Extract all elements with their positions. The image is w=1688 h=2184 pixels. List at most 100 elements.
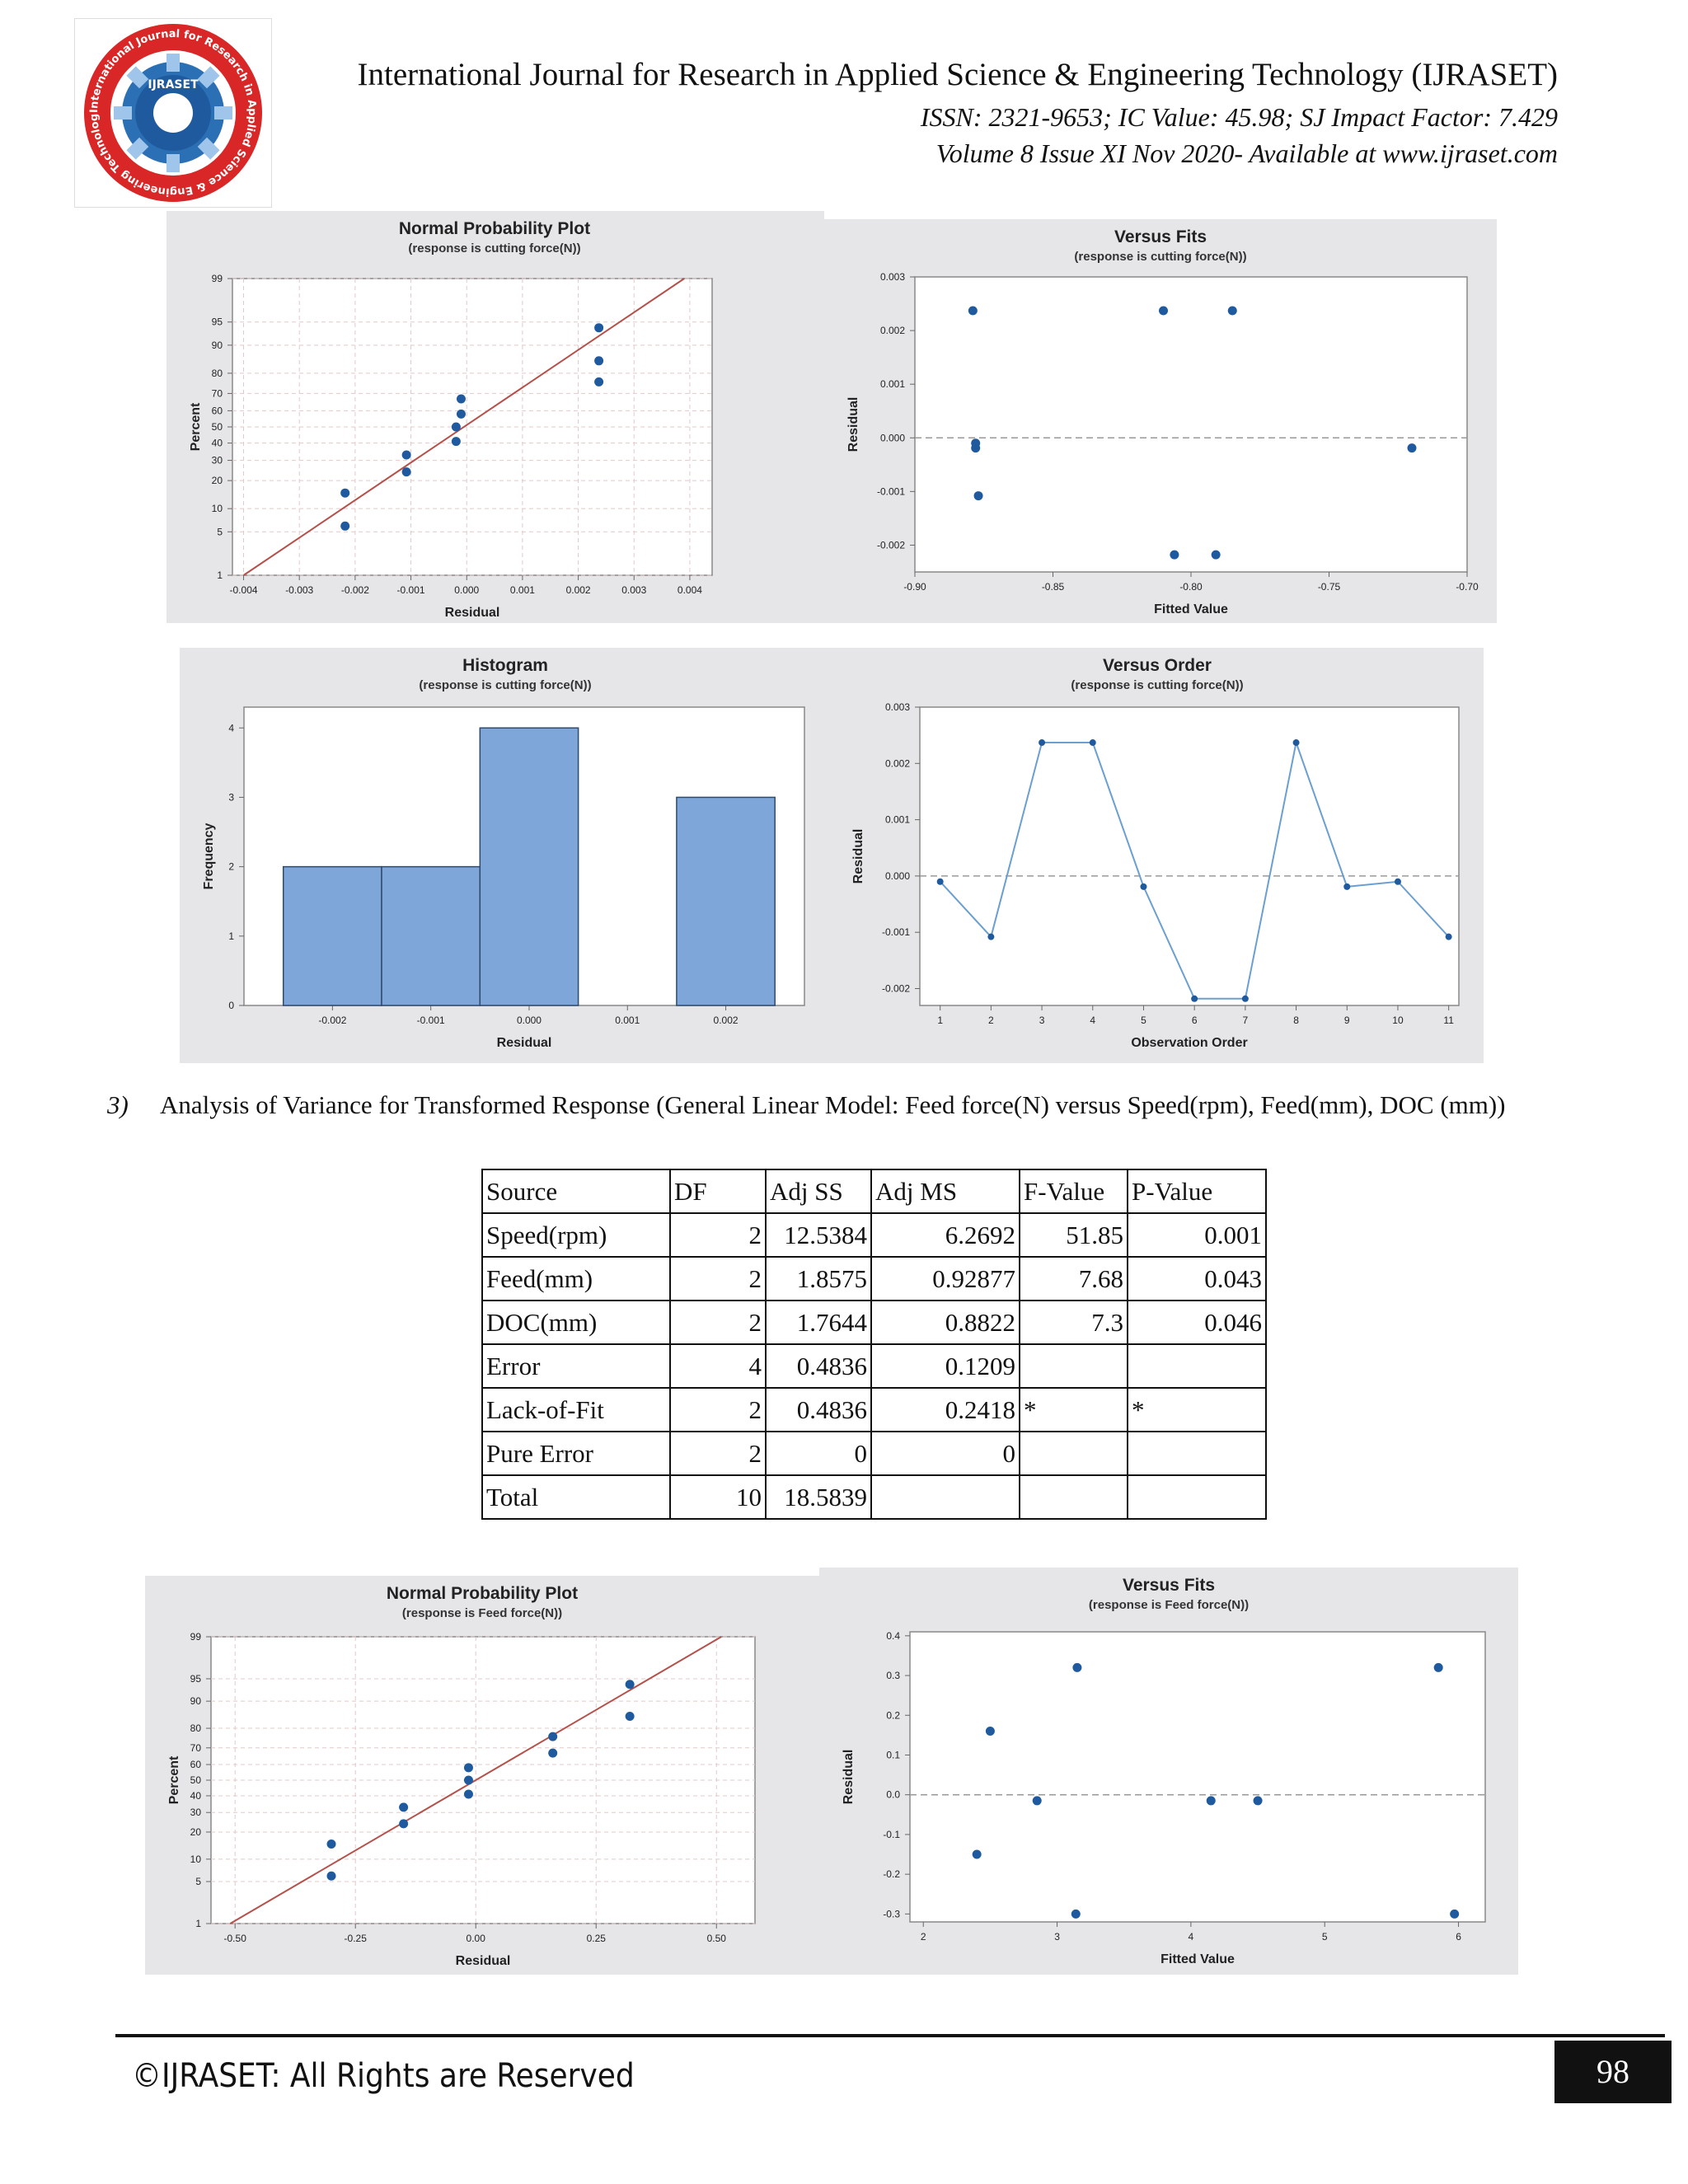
data-point xyxy=(1032,1796,1042,1806)
data-point xyxy=(1433,1662,1443,1672)
anova-cell: * xyxy=(1019,1387,1128,1432)
data-point xyxy=(625,1680,635,1690)
anova-cell: 6.2692 xyxy=(870,1212,1020,1258)
volume-line: Volume 8 Issue XI Nov 2020- Available at… xyxy=(935,138,1558,168)
data-point xyxy=(594,323,604,333)
data-point xyxy=(399,1802,409,1812)
y-tick-label: 0.2 xyxy=(886,1709,900,1721)
chart-title: Versus Fits xyxy=(1114,227,1207,246)
y-tick-label: 70 xyxy=(190,1742,202,1754)
data-point xyxy=(451,437,461,447)
x-tick-label: 0.004 xyxy=(678,584,702,596)
x-tick-label: 4 xyxy=(1189,1931,1194,1943)
data-point xyxy=(1140,883,1147,890)
chart-subtitle: (response is cutting force(N)) xyxy=(1074,250,1246,264)
x-axis-label: Fitted Value xyxy=(1154,602,1228,616)
y-tick-label: -0.001 xyxy=(877,485,905,497)
anova-cell: 12.5384 xyxy=(765,1212,872,1258)
footer-rule xyxy=(115,2034,1665,2037)
y-tick-label: 10 xyxy=(212,503,223,514)
data-point xyxy=(1407,443,1417,453)
x-tick-label: 9 xyxy=(1344,1015,1350,1026)
data-point xyxy=(548,1732,558,1741)
x-tick-label: -0.50 xyxy=(224,1933,247,1944)
x-axis-label: Residual xyxy=(497,1036,552,1050)
data-point xyxy=(972,1849,982,1859)
data-point xyxy=(463,1763,473,1773)
y-tick-label: 30 xyxy=(212,455,223,466)
y-tick-label: 60 xyxy=(212,405,223,416)
data-point xyxy=(401,450,411,460)
anova-cell: 1.7644 xyxy=(765,1300,872,1345)
data-point xyxy=(1211,550,1221,560)
y-tick-label: 90 xyxy=(212,340,223,351)
y-tick-label: 1 xyxy=(195,1918,201,1929)
histogram-bar xyxy=(282,865,382,1006)
y-tick-label: -0.2 xyxy=(883,1868,900,1880)
anova-cell: Lack-of-Fit xyxy=(481,1387,671,1432)
chart-title: Versus Fits xyxy=(1123,1576,1215,1595)
anova-cell: Error xyxy=(481,1343,671,1389)
anova-cell: 0.8822 xyxy=(870,1300,1020,1345)
y-tick-label: 3 xyxy=(228,791,234,803)
anova-cell: 0 xyxy=(870,1431,1020,1476)
data-point xyxy=(973,491,983,501)
chart-title: Histogram xyxy=(462,656,548,675)
chart-subtitle: (response is Feed force(N)) xyxy=(402,1606,562,1620)
y-tick-label: 0.003 xyxy=(880,271,905,283)
data-point xyxy=(985,1727,995,1736)
data-point xyxy=(1071,1909,1081,1919)
y-tick-label: 95 xyxy=(212,316,223,328)
y-tick-label: 0.3 xyxy=(886,1670,900,1681)
x-tick-label: 3 xyxy=(1039,1015,1045,1026)
anova-cell xyxy=(1019,1431,1128,1476)
anova-cell: 0.92877 xyxy=(870,1256,1020,1301)
y-tick-label: 0.003 xyxy=(885,701,910,713)
data-point xyxy=(548,1748,558,1758)
y-tick-label: 0.4 xyxy=(886,1630,900,1642)
data-point xyxy=(340,488,350,498)
x-tick-label: 0.00 xyxy=(467,1933,486,1944)
section-number: 3) xyxy=(107,1090,129,1119)
chart-subtitle: (response is cutting force(N)) xyxy=(408,241,580,255)
normal-probability-plot-1: Normal Probability Plot (response is cutt… xyxy=(166,211,824,623)
section-heading: 3) Analysis of Variance for Transformed R… xyxy=(107,1086,1554,1124)
data-point xyxy=(1191,995,1198,1002)
x-tick-label: 4 xyxy=(1090,1015,1095,1026)
histogram-bar xyxy=(381,865,481,1006)
x-tick-label: -0.85 xyxy=(1042,581,1065,593)
anova-cell xyxy=(1019,1474,1128,1520)
anova-row: Error 4 0.4836 0.1209 xyxy=(481,1343,1267,1389)
x-tick-label: 11 xyxy=(1443,1015,1454,1026)
y-tick-label: 40 xyxy=(190,1790,202,1802)
x-axis-label: Residual xyxy=(456,1954,511,1968)
y-tick-label: 95 xyxy=(190,1673,202,1685)
chart-subtitle: (response is cutting force(N)) xyxy=(1071,678,1243,692)
y-tick-label: 0.002 xyxy=(885,757,910,769)
x-tick-label: -0.001 xyxy=(397,584,425,596)
data-point xyxy=(987,933,995,940)
data-point xyxy=(456,409,466,419)
data-point xyxy=(1445,933,1452,940)
anova-cell: 2 xyxy=(669,1256,767,1301)
anova-cell: * xyxy=(1127,1387,1267,1432)
data-point xyxy=(1343,883,1351,890)
anova-cell xyxy=(1127,1431,1267,1476)
y-tick-label: 0.0 xyxy=(886,1789,900,1801)
y-tick-label: 5 xyxy=(217,526,223,537)
anova-cell xyxy=(1019,1343,1128,1389)
y-axis-label: Percent xyxy=(189,402,203,451)
anova-row: Pure Error 2 0 0 xyxy=(481,1431,1267,1476)
anova-cell: Feed(mm) xyxy=(481,1256,671,1301)
anova-row: Speed(rpm) 2 12.5384 6.2692 51.85 0.001 xyxy=(481,1212,1267,1258)
anova-cell: 2 xyxy=(669,1300,767,1345)
x-tick-label: 0.001 xyxy=(615,1015,640,1026)
x-tick-label: -0.25 xyxy=(345,1933,368,1944)
versus-fits-plot-1: Versus Fits (response is cutting force(N)… xyxy=(824,219,1497,623)
y-tick-label: 0 xyxy=(228,1000,234,1011)
versus-order-plot-1: Versus Order (response is cutting force(N… xyxy=(831,648,1484,1063)
data-point xyxy=(1450,1909,1460,1919)
y-tick-label: 80 xyxy=(190,1722,202,1734)
y-tick-label: 1 xyxy=(217,569,223,581)
data-point xyxy=(625,1711,635,1721)
